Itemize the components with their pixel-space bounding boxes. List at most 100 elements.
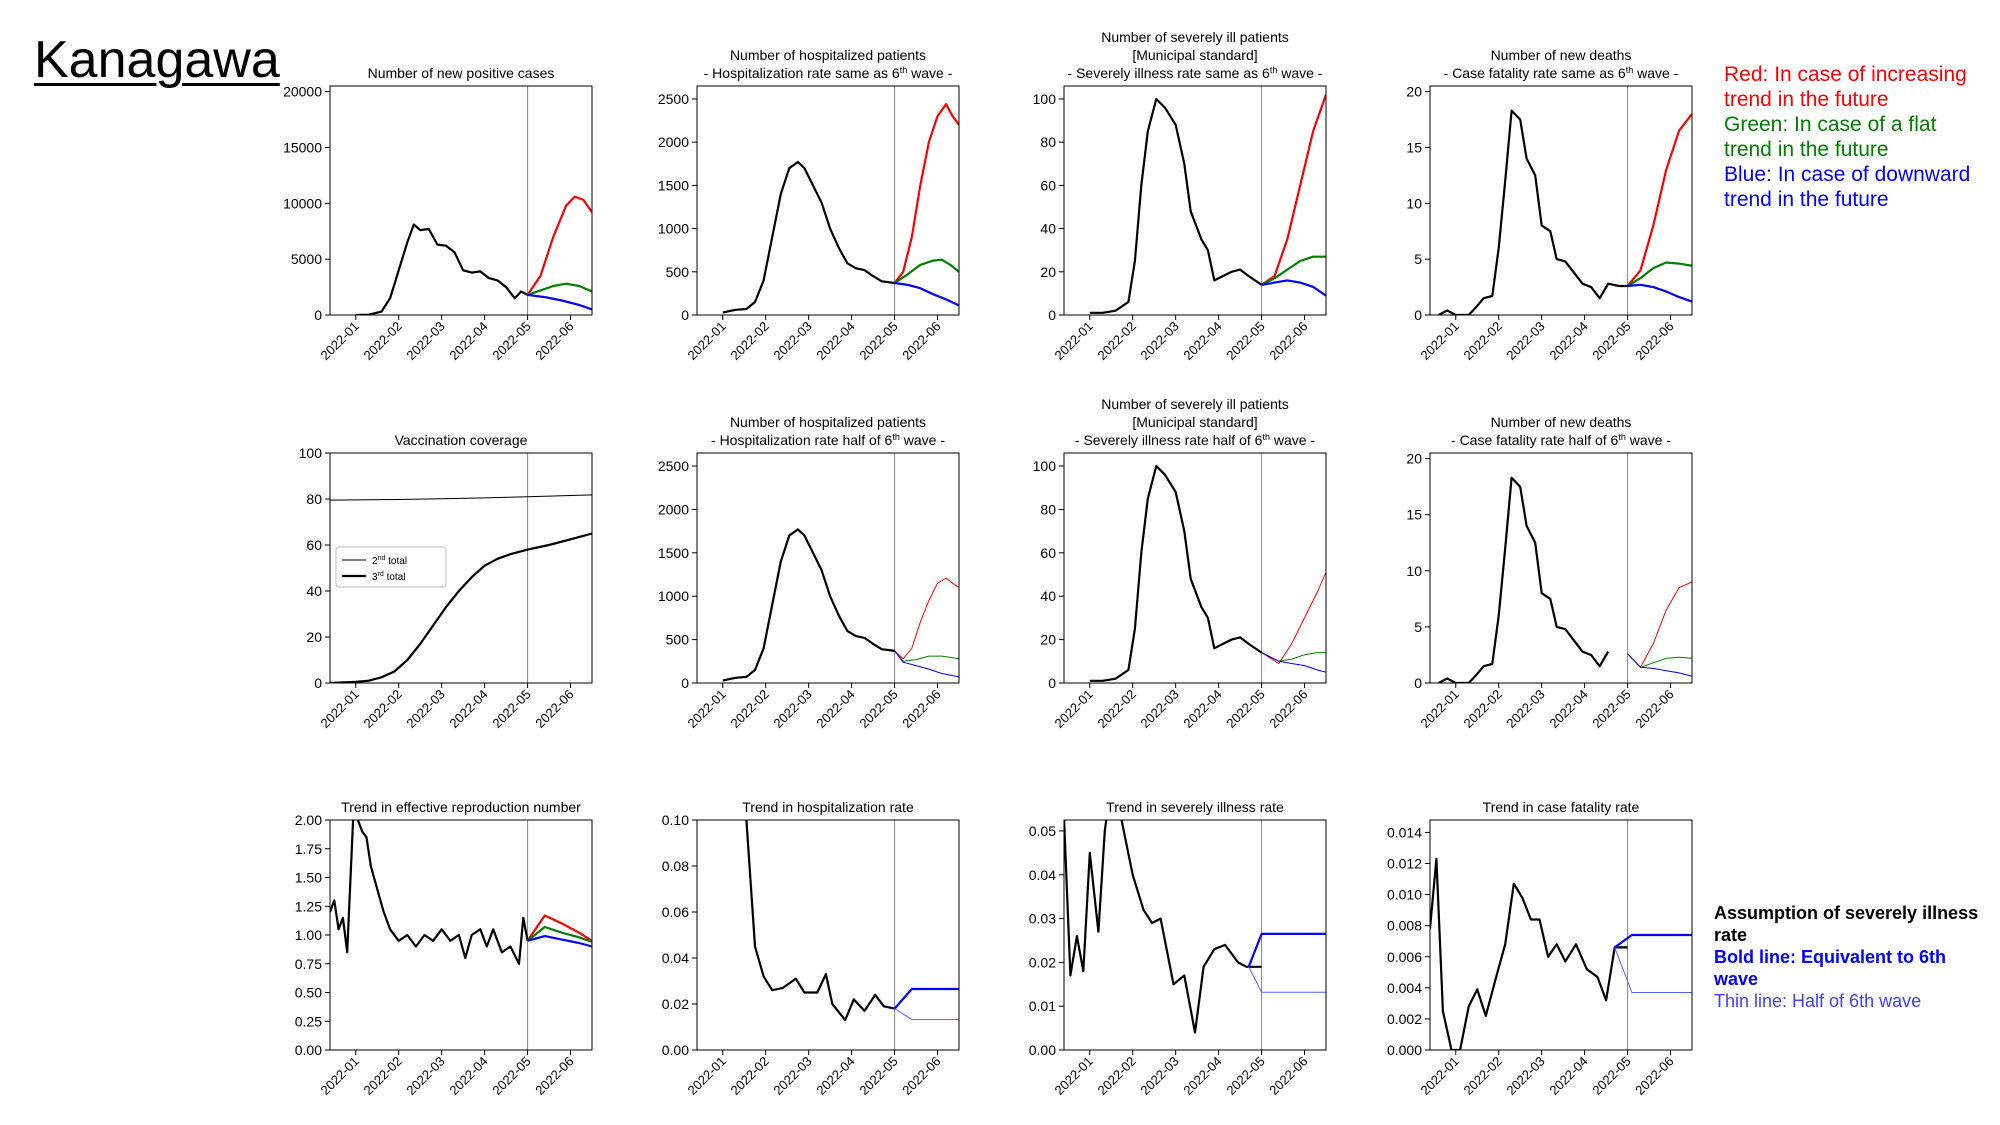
x-tick-label-3-4: 2022-05: [1589, 319, 1633, 363]
x-tick-label-0-2: 2022-03: [403, 319, 447, 363]
x-tick-label-2-5: 2022-06: [1266, 319, 1310, 363]
y-tick-label-7-2: 10: [1406, 563, 1422, 579]
series-line-6-1: [1261, 572, 1326, 664]
series-line-3-2: [1627, 261, 1692, 287]
x-tick-label-9-2: 2022-03: [770, 1054, 814, 1098]
x-tick-label-8-2: 2022-03: [403, 1054, 447, 1098]
x-tick-label-2-3: 2022-04: [1180, 319, 1224, 363]
y-tick-label-4-3: 60: [306, 537, 322, 553]
page-title: Kanagawa: [34, 31, 280, 89]
y-tick-label-4-1: 20: [306, 629, 322, 645]
scenario-color-legend: Red: In case of increasing trend in the …: [1724, 62, 1984, 212]
series-line-4-0: [330, 494, 592, 501]
x-tick-label-11-0: 2022-01: [1418, 1054, 1462, 1098]
series-line-8-3: [527, 935, 592, 948]
x-tick-label-7-5: 2022-06: [1632, 687, 1676, 731]
series-line-8-0: [330, 820, 529, 965]
y-tick-label-11-5: 0.010: [1387, 887, 1422, 903]
x-tick-label-1-1: 2022-02: [727, 319, 771, 363]
legend-green-text: Green: In case of a flat trend in the fu…: [1724, 113, 1937, 161]
y-tick-label-1-2: 1000: [658, 221, 689, 237]
y-tick-label-10-0: 0.00: [1029, 1042, 1056, 1058]
y-tick-label-3-1: 5: [1414, 251, 1422, 267]
x-tick-label-8-3: 2022-04: [446, 1054, 490, 1098]
y-tick-label-1-0: 0: [681, 307, 689, 323]
series-line-3-0: [1438, 109, 1628, 315]
x-tick-label-8-5: 2022-06: [532, 1054, 576, 1098]
legend-thin-line-text: Thin line: Half of 6th wave: [1714, 991, 1922, 1011]
chart-title-8-0: Trend in effective reproduction number: [341, 799, 581, 815]
series-line-9-0: [745, 820, 895, 1022]
y-tick-label-1-5: 2500: [658, 91, 689, 107]
x-tick-label-9-5: 2022-06: [899, 1054, 943, 1098]
x-tick-label-9-1: 2022-02: [727, 1054, 771, 1098]
series-line-11-0: [1430, 857, 1628, 1050]
series-line-7-2: [1627, 653, 1692, 668]
chart-panel-2: Number of severely ill patients [Municipa…: [1033, 29, 1327, 363]
series-line-5-2: [894, 650, 959, 662]
x-tick-label-10-3: 2022-04: [1180, 1054, 1224, 1098]
series-line-2-2: [1261, 255, 1326, 286]
y-tick-label-10-5: 0.05: [1029, 823, 1056, 839]
x-tick-label-0-5: 2022-06: [532, 319, 576, 363]
chart-panel-9: Trend in hospitalization rate 0.00 0.02 0.0…: [662, 799, 960, 1098]
series-line-11-2: [1614, 947, 1692, 993]
y-tick-label-8-1: 0.25: [295, 1013, 322, 1029]
x-tick-label-5-0: 2022-01: [685, 687, 729, 731]
series-line-2-0: [1089, 97, 1263, 314]
chart-title-3-1: - Case fatality rate same as 6th wave -: [1444, 65, 1679, 81]
y-tick-label-6-1: 20: [1040, 632, 1056, 648]
plot-frame-9: [696, 819, 960, 1051]
plot-frame-3: [1429, 85, 1693, 316]
y-tick-label-3-2: 10: [1406, 195, 1422, 211]
y-tick-label-2-1: 20: [1040, 264, 1056, 280]
x-tick-label-5-4: 2022-05: [856, 687, 900, 731]
x-tick-label-7-2: 2022-03: [1503, 687, 1547, 731]
series-line-10-1: [1247, 932, 1326, 968]
y-tick-label-9-1: 0.02: [662, 996, 689, 1012]
plot-frame-6: [1063, 452, 1327, 684]
y-tick-label-10-4: 0.04: [1029, 867, 1056, 883]
series-line-6-0: [1089, 464, 1263, 682]
x-tick-label-7-1: 2022-02: [1460, 687, 1504, 731]
series-line-10-0: [1064, 820, 1262, 1034]
y-tick-label-8-6: 1.50: [295, 870, 322, 886]
series-line-0-0: [355, 223, 529, 315]
x-tick-label-10-1: 2022-02: [1094, 1054, 1138, 1098]
series-line-3-1: [1626, 113, 1692, 287]
y-tick-label-4-5: 100: [299, 445, 323, 461]
chart-panel-5: Number of hospitalized patients - Hospita…: [658, 414, 960, 731]
y-tick-label-11-0: 0.000: [1387, 1042, 1422, 1058]
x-tick-label-5-3: 2022-04: [813, 687, 857, 731]
series-line-7-0: [1438, 476, 1610, 683]
y-tick-label-2-4: 80: [1040, 134, 1056, 150]
y-tick-label-11-7: 0.014: [1387, 824, 1422, 840]
y-tick-label-10-3: 0.03: [1029, 911, 1056, 927]
x-tick-label-5-1: 2022-02: [727, 687, 771, 731]
y-tick-label-4-0: 0: [314, 675, 322, 691]
y-tick-label-8-4: 1.00: [295, 927, 322, 943]
chart-panel-11: Trend in case fatality rate 0.000 0.002 0.0…: [1387, 799, 1693, 1098]
series-line-1-0: [722, 160, 895, 314]
x-tick-label-11-5: 2022-06: [1632, 1054, 1676, 1098]
y-tick-label-1-3: 1500: [658, 177, 689, 193]
series-line-1-3: [894, 281, 959, 307]
chart-title-10-0: Trend in severely illness rate: [1106, 799, 1284, 815]
x-tick-label-2-4: 2022-05: [1223, 319, 1267, 363]
x-tick-label-0-3: 2022-04: [446, 319, 490, 363]
y-tick-label-8-7: 1.75: [295, 841, 322, 857]
y-tick-label-2-0: 0: [1048, 307, 1056, 323]
x-tick-label-11-1: 2022-02: [1460, 1054, 1504, 1098]
y-tick-label-3-4: 20: [1406, 84, 1422, 100]
x-tick-label-0-1: 2022-02: [360, 319, 404, 363]
chart-panel-10: Trend in severely illness rate 0.00 0.01 0.…: [1029, 799, 1327, 1098]
y-tick-label-0-2: 10000: [283, 195, 322, 211]
y-tick-label-1-4: 2000: [658, 134, 689, 150]
x-tick-label-4-4: 2022-05: [489, 687, 533, 731]
plot-frame-7: [1429, 452, 1693, 684]
series-line-5-1: [894, 577, 959, 660]
y-tick-label-8-3: 0.75: [295, 956, 322, 972]
chart-title-11-0: Trend in case fatality rate: [1483, 799, 1640, 815]
x-tick-label-5-5: 2022-06: [899, 687, 943, 731]
x-tick-label-3-3: 2022-04: [1546, 319, 1590, 363]
